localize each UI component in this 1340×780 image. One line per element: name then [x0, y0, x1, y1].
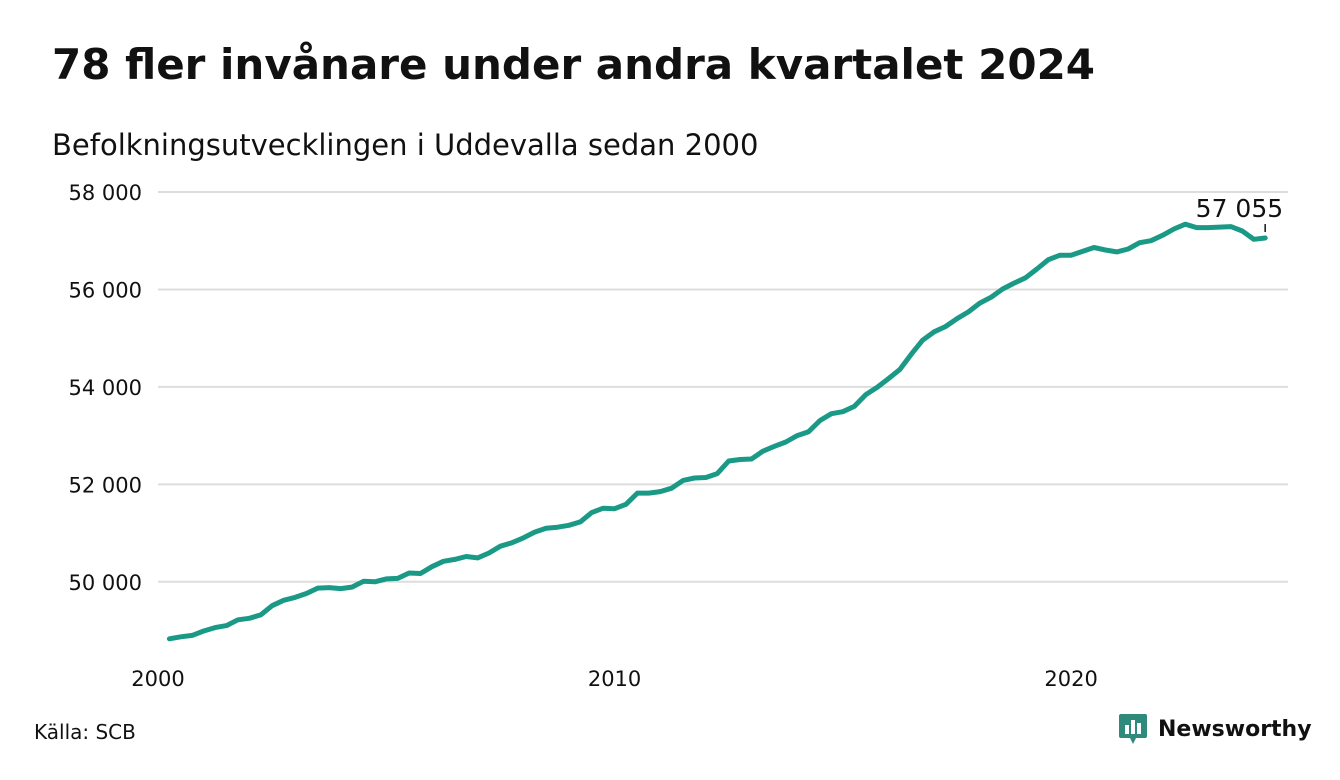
source-note: Källa: SCB: [34, 720, 136, 744]
y-tick-label: 58 000: [69, 181, 142, 205]
brand-logo: Newsworthy: [1118, 712, 1312, 746]
gridlines: [158, 191, 1288, 583]
chart-subtitle: Befolkningsutvecklingen i Uddevalla seda…: [52, 128, 759, 162]
y-tick-label: 50 000: [69, 571, 142, 595]
last-value-label: 57 055: [1196, 194, 1283, 223]
series-line: [166, 221, 1268, 642]
y-tick-label: 54 000: [69, 376, 142, 400]
x-tick-label: 2010: [588, 667, 641, 691]
series-layer: [166, 221, 1268, 642]
y-axis-ticks: 50 000 52 000 54 000 56 000 58 000: [69, 181, 142, 595]
annotation-layer: 57 055: [1196, 194, 1283, 233]
y-tick-label: 52 000: [69, 473, 142, 497]
newsworthy-logo-icon: [1119, 714, 1147, 744]
chart-title: 78 fler invånare under andra kvartalet 2…: [52, 40, 1096, 89]
y-tick-label: 56 000: [69, 278, 142, 302]
brand-name: Newsworthy: [1158, 716, 1312, 742]
x-axis-ticks: 2000 2010 2020: [131, 667, 1098, 691]
x-tick-label: 2000: [131, 667, 184, 691]
x-tick-label: 2020: [1044, 667, 1097, 691]
